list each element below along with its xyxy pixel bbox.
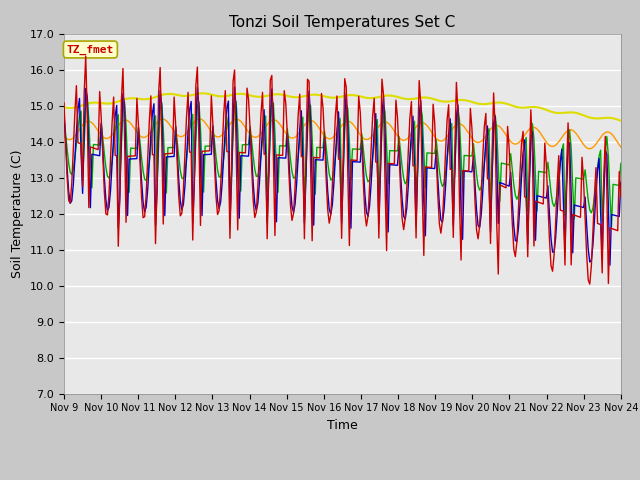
-4cm: [231, 84, 239, 90]
-8cm: [305, 101, 313, 107]
-16cm: [246, 132, 254, 137]
Legend: -2cm, -4cm, -8cm, -16cm, -32cm: -2cm, -4cm, -8cm, -16cm, -32cm: [161, 477, 524, 480]
-8cm: [607, 224, 615, 229]
-4cm: [588, 258, 595, 264]
Text: TZ_fmet: TZ_fmet: [67, 44, 114, 55]
-32cm: [60, 105, 68, 110]
-2cm: [228, 167, 236, 172]
-16cm: [586, 146, 594, 152]
-2cm: [255, 146, 263, 152]
-32cm: [305, 92, 313, 98]
-16cm: [589, 144, 596, 150]
-8cm: [130, 145, 138, 151]
Line: -2cm: -2cm: [64, 56, 621, 284]
-2cm: [617, 194, 625, 200]
-4cm: [226, 219, 234, 225]
-4cm: [60, 111, 68, 117]
-16cm: [60, 133, 68, 139]
-8cm: [588, 210, 595, 216]
-2cm: [246, 127, 254, 132]
-16cm: [305, 118, 313, 124]
-32cm: [617, 118, 625, 124]
-32cm: [228, 92, 236, 98]
-32cm: [255, 94, 263, 100]
-8cm: [617, 161, 625, 167]
-2cm: [589, 230, 596, 236]
-16cm: [617, 144, 625, 150]
-8cm: [83, 95, 91, 100]
-32cm: [129, 96, 136, 101]
-4cm: [617, 180, 625, 185]
-2cm: [60, 100, 68, 106]
-32cm: [588, 115, 595, 121]
-4cm: [255, 180, 263, 186]
-16cm: [195, 116, 203, 122]
Y-axis label: Soil Temperature (C): Soil Temperature (C): [11, 149, 24, 278]
Line: -32cm: -32cm: [64, 93, 621, 121]
-8cm: [255, 166, 263, 171]
-2cm: [82, 53, 90, 59]
-2cm: [130, 153, 138, 159]
-2cm: [586, 281, 594, 287]
-32cm: [200, 90, 207, 96]
-4cm: [606, 262, 614, 268]
-16cm: [228, 120, 236, 125]
Title: Tonzi Soil Temperatures Set C: Tonzi Soil Temperatures Set C: [229, 15, 456, 30]
Line: -8cm: -8cm: [64, 97, 621, 227]
-4cm: [305, 88, 313, 94]
Line: -4cm: -4cm: [64, 87, 621, 265]
-2cm: [305, 78, 313, 84]
-16cm: [255, 132, 263, 138]
-16cm: [129, 122, 136, 128]
-8cm: [60, 117, 68, 122]
-8cm: [228, 172, 236, 178]
-4cm: [246, 127, 254, 132]
-32cm: [246, 93, 254, 98]
-4cm: [129, 156, 136, 162]
Line: -16cm: -16cm: [64, 119, 621, 149]
-8cm: [246, 123, 254, 129]
X-axis label: Time: Time: [327, 419, 358, 432]
